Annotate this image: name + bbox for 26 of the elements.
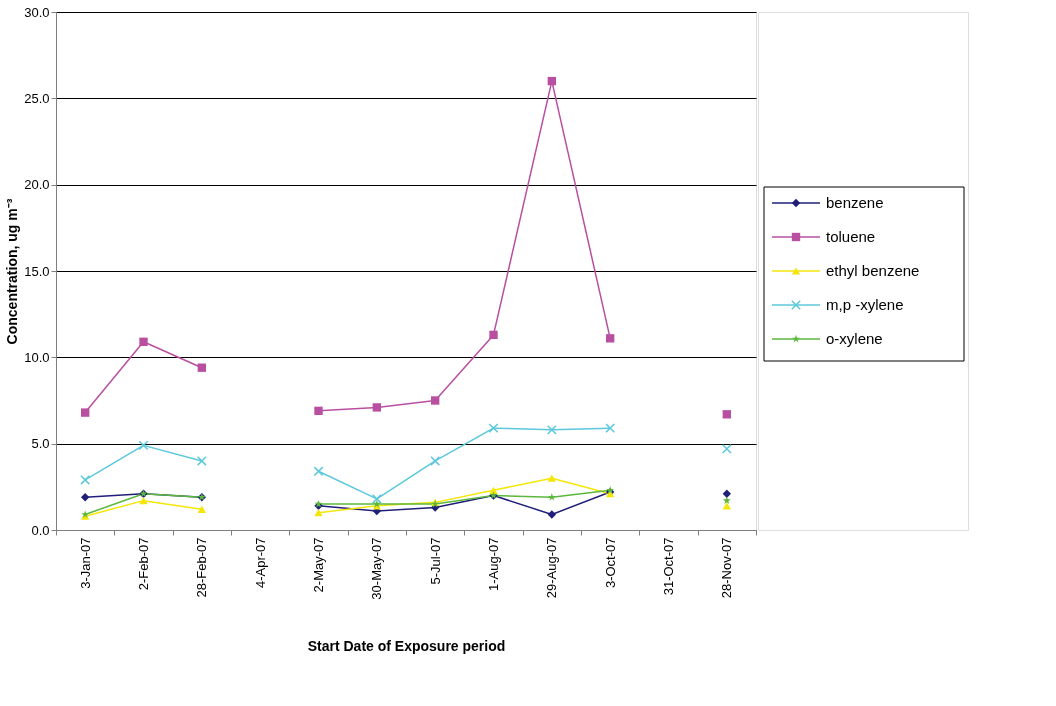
x-tick-label: 30-May-07	[369, 537, 385, 600]
x-tick-label: 5-Jul-07	[427, 537, 443, 585]
y-tick-label: 25.0	[24, 90, 50, 106]
y-tick-label: 5.0	[31, 436, 50, 452]
legend-label: benzene	[826, 194, 884, 211]
x-tick-label: 2-May-07	[311, 537, 326, 593]
x-tick-label: 1-Aug-07	[486, 537, 501, 591]
legend-label: o-xylene	[826, 330, 883, 347]
x-axis-title: Start Date of Exposure period	[307, 637, 506, 654]
x-tick-label: 28-Feb-07	[194, 537, 210, 598]
y-tick-label: 15.0	[24, 263, 50, 279]
x-tick-label: 2-Feb-07	[136, 537, 151, 591]
legend-label: toluene	[826, 228, 876, 245]
x-tick-label: 28-Nov-07	[719, 537, 735, 599]
x-tick-label: 29-Aug-07	[544, 537, 560, 599]
legend-label: m,p -xylene	[826, 296, 904, 313]
x-tick-label: 3-Oct-07	[602, 537, 618, 589]
y-tick-label: 10.0	[24, 349, 50, 365]
x-tick-label: 31-Oct-07	[661, 537, 676, 596]
x-tick-label: 4-Apr-07	[252, 537, 268, 589]
y-tick-label: 0.0	[31, 522, 50, 538]
x-tick-label: 3-Jan-07	[77, 537, 93, 589]
y-axis-title: Concentration, ug m⁻³	[4, 198, 21, 345]
legend-label: ethyl benzene	[826, 262, 920, 279]
y-tick-label: 20.0	[24, 177, 50, 193]
y-tick-label: 30.0	[24, 4, 50, 20]
